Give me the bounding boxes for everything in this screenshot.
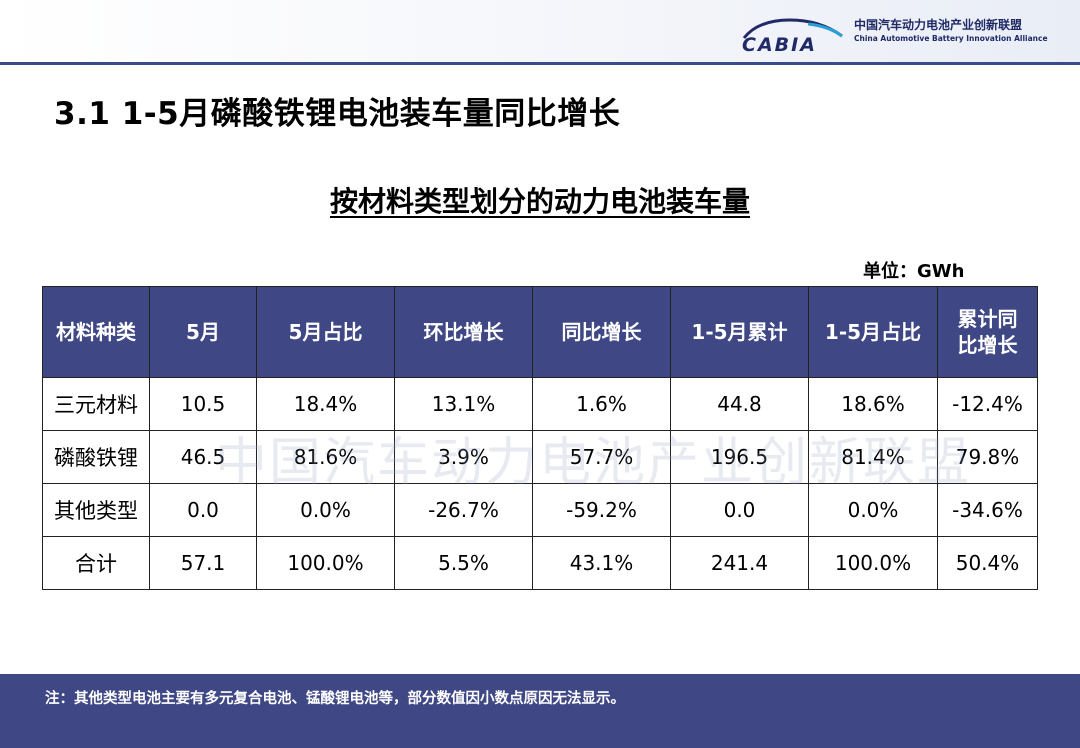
logo-wordmark: CABIA — [742, 34, 817, 54]
table-cell: 79.8% — [937, 430, 1038, 484]
table-cell: 46.5 — [149, 430, 257, 484]
table-cell: 50.4% — [937, 536, 1038, 590]
material-cell: 合计 — [42, 536, 150, 590]
table-cell: -34.6% — [937, 483, 1038, 537]
section-title: 3.1 1-5月磷酸铁锂电池装车量同比增长 — [54, 96, 621, 132]
header-cell: 环比增长 — [394, 286, 533, 378]
table-cell: 44.8 — [670, 377, 809, 431]
table-cell: 0.0% — [808, 483, 938, 537]
table-cell: 18.6% — [808, 377, 938, 431]
org-name: 中国汽车动力电池产业创新联盟 China Automotive Battery … — [854, 17, 1048, 57]
table-title-row: 按材料类型划分的动力电池装车量 — [0, 180, 1080, 220]
table-row-total: 合计 57.1 100.0% 5.5% 43.1% 241.4 100.0% 5… — [42, 536, 1038, 590]
header-cell: 5月 — [149, 286, 257, 378]
table-header-row: 材料种类 5月 5月占比 环比增长 同比增长 1-5月累计 1-5月占比 累计同… — [42, 286, 1038, 378]
footer-note: 注：其他类型电池主要有多元复合电池、锰酸锂电池等，部分数值因小数点原因无法显示。 — [45, 691, 625, 707]
cabia-logo: CABIA 中国汽车动力电池产业创新联盟 China Automotive Ba… — [738, 14, 1048, 54]
header-cell: 累计同比增长 — [937, 286, 1038, 378]
table-cell: 0.0 — [149, 483, 257, 537]
table-row: 其他类型 0.0 0.0% -26.7% -59.2% 0.0 0.0% -34… — [42, 483, 1038, 537]
table-cell: 3.9% — [394, 430, 533, 484]
table-cell: 0.0 — [670, 483, 809, 537]
table-cell: 13.1% — [394, 377, 533, 431]
material-cell: 其他类型 — [42, 483, 150, 537]
org-name-en: China Automotive Battery Innovation Alli… — [854, 34, 1048, 43]
header-cell: 材料种类 — [42, 286, 150, 378]
unit-label: 单位：GWh — [863, 261, 965, 282]
table-cell: 81.6% — [256, 430, 395, 484]
car-logo-icon: CABIA — [742, 18, 843, 54]
org-name-cn: 中国汽车动力电池产业创新联盟 — [854, 18, 1023, 32]
table-title: 按材料类型划分的动力电池装车量 — [329, 185, 750, 218]
table-cell: -12.4% — [937, 377, 1038, 431]
table-cell: 81.4% — [808, 430, 938, 484]
table-cell: -26.7% — [394, 483, 533, 537]
table-cell: 57.1 — [149, 536, 257, 590]
table-cell: 0.0% — [256, 483, 395, 537]
table-row: 磷酸铁锂 46.5 81.6% 3.9% 57.7% 196.5 81.4% 7… — [42, 430, 1038, 484]
header-cell: 1-5月累计 — [670, 286, 809, 378]
table-cell: 57.7% — [532, 430, 671, 484]
table-cell: 241.4 — [670, 536, 809, 590]
table-cell: 10.5 — [149, 377, 257, 431]
table-cell: 196.5 — [670, 430, 809, 484]
table-cell: 100.0% — [808, 536, 938, 590]
table-row: 三元材料 10.5 18.4% 13.1% 1.6% 44.8 18.6% -1… — [42, 377, 1038, 431]
table-cell: 43.1% — [532, 536, 671, 590]
table-cell: 1.6% — [532, 377, 671, 431]
top-header-band — [0, 0, 1080, 62]
header-cell: 1-5月占比 — [808, 286, 938, 378]
battery-volume-table: 材料种类 5月 5月占比 环比增长 同比增长 1-5月累计 1-5月占比 累计同… — [42, 286, 1038, 590]
footer-band — [0, 674, 1080, 748]
table-cell: 100.0% — [256, 536, 395, 590]
material-cell: 磷酸铁锂 — [42, 430, 150, 484]
table-cell: 18.4% — [256, 377, 395, 431]
table-cell: -59.2% — [532, 483, 671, 537]
table-cell: 5.5% — [394, 536, 533, 590]
material-cell: 三元材料 — [42, 377, 150, 431]
header-cell: 5月占比 — [256, 286, 395, 378]
header-divider — [0, 62, 1080, 65]
header-cell: 同比增长 — [532, 286, 671, 378]
